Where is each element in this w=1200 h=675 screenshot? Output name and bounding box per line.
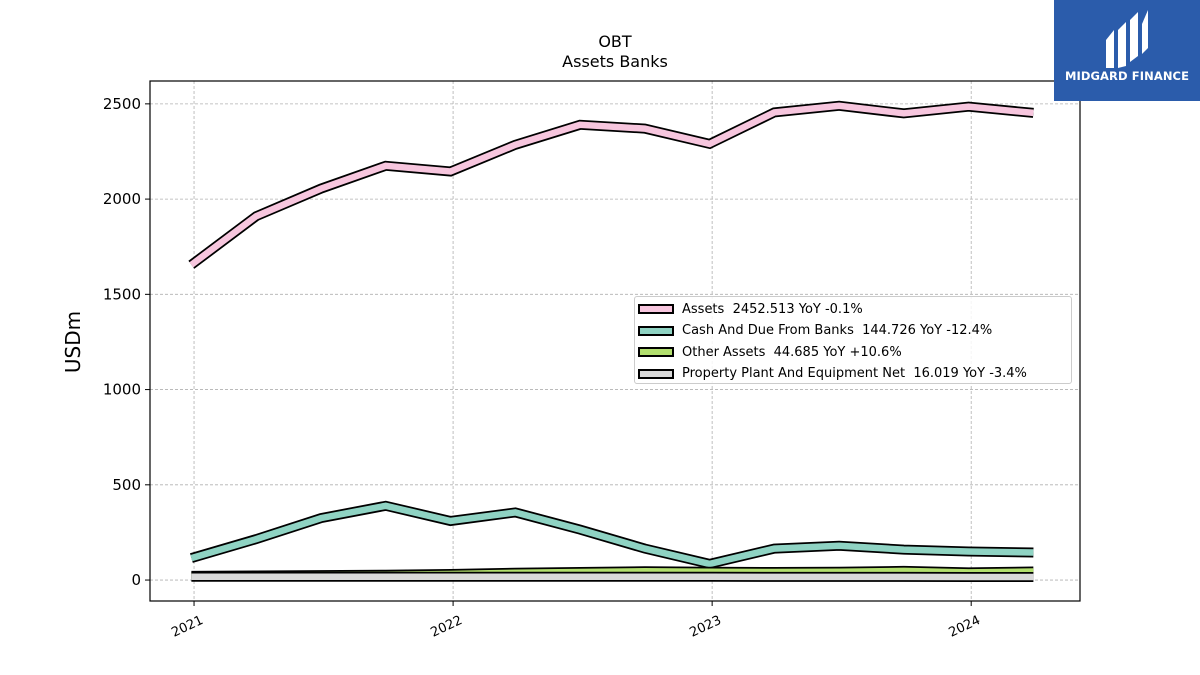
- legend-label: Other Assets 44.685 YoY +10.6%: [682, 344, 902, 360]
- legend-swatch: [638, 347, 674, 357]
- x-tick-label: 2024: [947, 613, 983, 641]
- legend-swatch: [638, 368, 674, 379]
- midgard-logo-icon: [1106, 10, 1148, 68]
- brand-logo: MIDGARD FINANCE: [1054, 0, 1200, 101]
- series-line-outline: [189, 500, 1034, 570]
- legend-item: Other Assets 44.685 YoY +10.6%: [635, 342, 902, 362]
- y-tick-label: 1500: [103, 285, 141, 303]
- y-tick-label: 500: [112, 476, 141, 494]
- series-line: [190, 502, 1034, 568]
- series-1: [188, 100, 1034, 269]
- y-tick-label: 0: [131, 571, 141, 589]
- legend-label: Assets 2452.513 YoY -0.1%: [682, 301, 863, 317]
- legend: Assets 2452.513 YoY -0.1% Cash And Due Fr…: [634, 296, 1072, 384]
- x-tick-label: 2021: [169, 613, 205, 641]
- legend-swatch: [638, 304, 674, 314]
- series-line: [189, 102, 1034, 268]
- y-axis-label: USDm: [61, 311, 85, 373]
- legend-swatch: [638, 325, 674, 336]
- legend-item: Assets 2452.513 YoY -0.1%: [635, 299, 863, 319]
- series-2: [189, 500, 1034, 570]
- plot-frame: [149, 80, 1081, 602]
- legend-label: Cash And Due From Banks 144.726 YoY -12.…: [682, 323, 993, 338]
- legend-label: Property Plant And Equipment Net 16.019 …: [682, 366, 1027, 381]
- chart-title: OBT: [598, 32, 632, 51]
- legend-item: Property Plant And Equipment Net 16.019 …: [635, 364, 1027, 384]
- x-tick-label: 2022: [428, 613, 464, 641]
- legend-item: Cash And Due From Banks 144.726 YoY -12.…: [635, 321, 992, 341]
- chart-subtitle: Assets Banks: [562, 52, 668, 71]
- y-tick-label: 1000: [103, 381, 141, 399]
- x-tick-label: 2023: [688, 613, 724, 641]
- y-tick-label: 2000: [103, 190, 141, 208]
- series-layer: [188, 100, 1034, 582]
- y-tick-label: 2500: [103, 95, 141, 113]
- brand-name: MIDGARD FINANCE: [1064, 69, 1190, 83]
